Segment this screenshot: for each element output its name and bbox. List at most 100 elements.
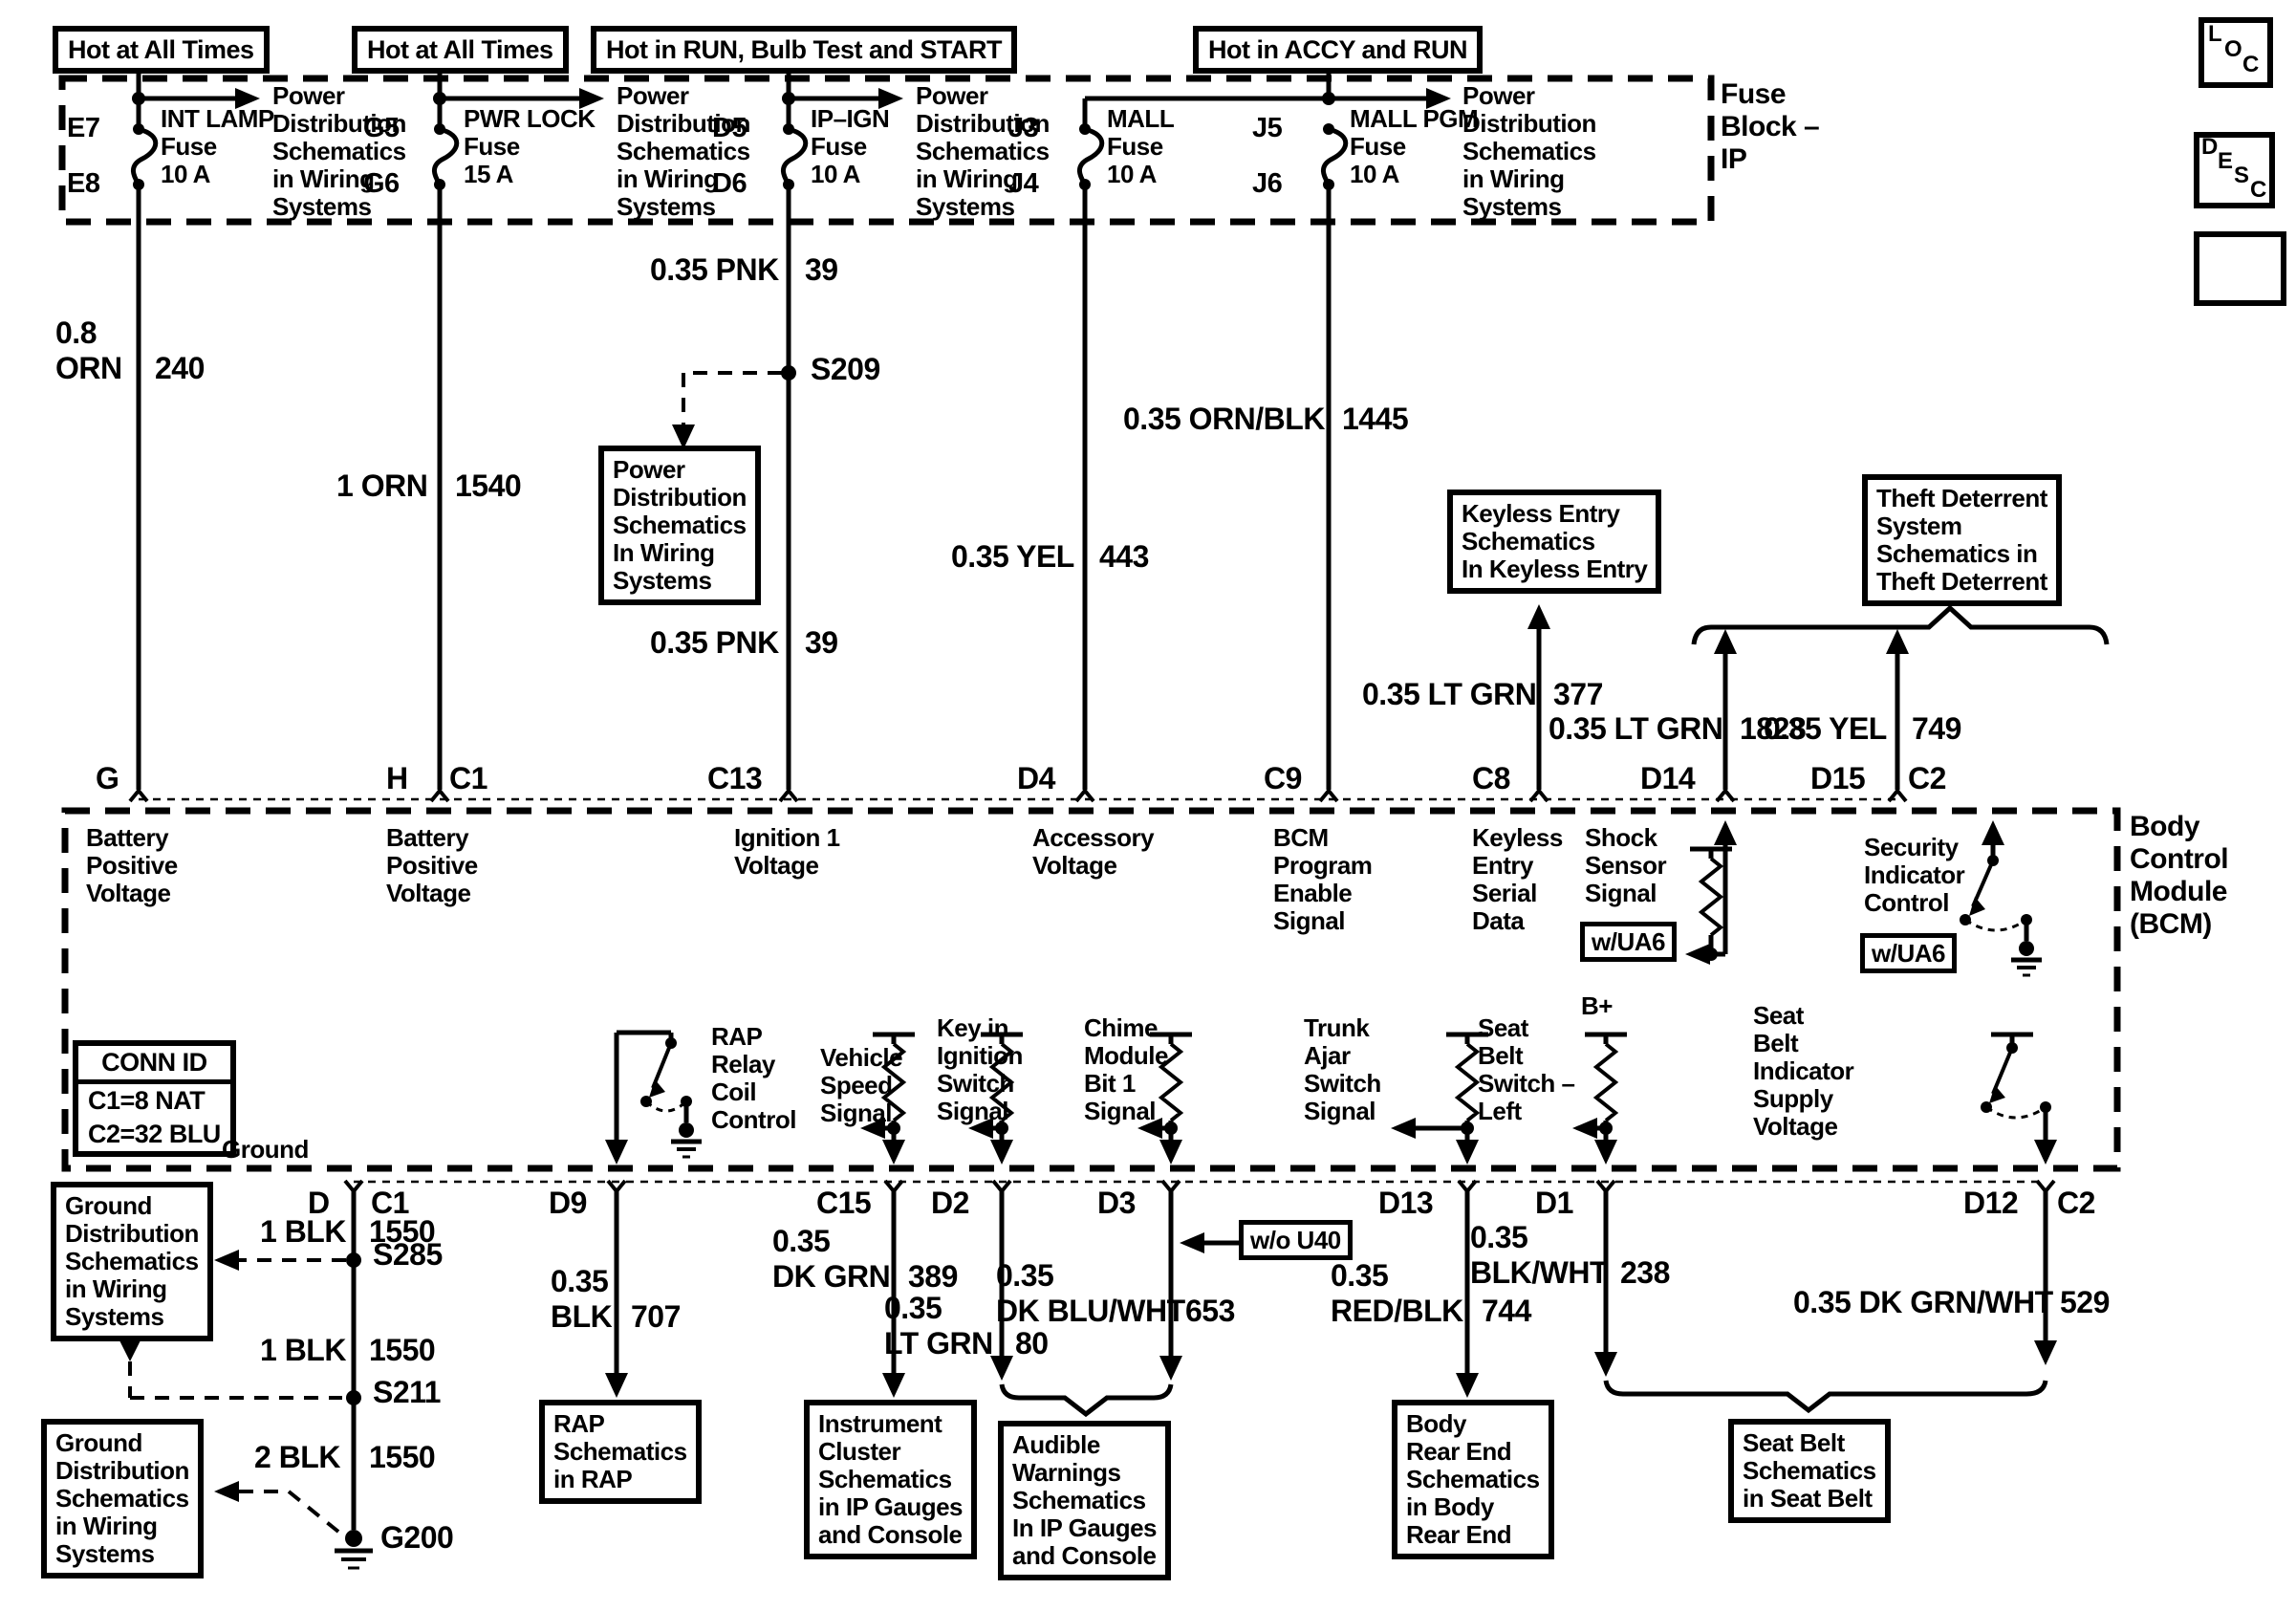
header-hot-at-all-times-2: Hot at All Times [352, 26, 569, 74]
signal-accessory: Accessory Voltage [1032, 823, 1155, 880]
pin-d9: D9 [549, 1186, 587, 1220]
circuit-238: 238 [1620, 1255, 1670, 1290]
loc-icon-letter: C [2242, 52, 2259, 77]
next-page-arrow-icon[interactable] [2194, 231, 2286, 306]
wire-label-pnk-upper: 0.35 PNK [650, 252, 779, 287]
circuit-443: 443 [1099, 539, 1149, 574]
keyless-entry-box: Keyless Entry Schematics In Keyless Entry [1447, 490, 1662, 594]
wire-label-1blk-a: 1 BLK [260, 1214, 346, 1249]
ground-dist-box-1: Ground Distribution Schematics in Wiring Sys… [51, 1182, 213, 1341]
fuse-pin-j3: J3 [1008, 113, 1039, 143]
fuse-pin-e7: E7 [67, 113, 100, 143]
wire-label-ornblk-1445: 0.35 ORN/BLK [1123, 402, 1325, 436]
ground-hatches-small [348, 973, 2030, 1570]
circuit-744: 744 [1482, 1294, 1531, 1328]
fuse-symbols [131, 126, 1349, 186]
ground-dist-box-2: Ground Distribution Schematics in Wiring Sys… [41, 1419, 204, 1578]
wire-label-redblk-744: 0.35 RED/BLK [1331, 1258, 1463, 1328]
loc-icon[interactable] [2199, 17, 2273, 88]
theft-brace [1691, 604, 2110, 645]
ground-hatches [341, 966, 2036, 1561]
power-dist-box: Power Distribution Schematics In Wiring Syst… [598, 446, 761, 605]
signal-ignition: Ignition 1 Voltage [734, 823, 840, 880]
fuse-pin-d6: D6 [712, 168, 747, 199]
audible-warnings-box: Audible Warnings Schematics In IP Gauges and… [998, 1421, 1172, 1580]
fuse-pin-j5: J5 [1252, 113, 1283, 143]
wire-label-blk-707: 0.35 BLK [551, 1264, 613, 1334]
power-dist-ref-4: Power Distribution Schematics in Wiring Syst… [1462, 81, 1596, 221]
wire-label-ltgrn-1828: 0.35 LT GRN [1549, 711, 1723, 746]
desc-icon[interactable] [2194, 132, 2275, 208]
splice-s285: S285 [373, 1237, 443, 1272]
header-hot-in-run: Hot in RUN, Bulb Test and START [591, 26, 1017, 74]
resistor-symbols [880, 857, 1724, 1122]
ground-g200: G200 [380, 1520, 454, 1555]
signal-trunk: Trunk Ajar Switch Signal [1304, 1013, 1381, 1125]
wire-label-1blk-b: 1 BLK [260, 1333, 346, 1367]
pin-c8: C8 [1472, 761, 1510, 795]
signal-chime: Chime Module Bit 1 Signal [1084, 1013, 1169, 1125]
signal-rap-relay: RAP Relay Coil Control [711, 1022, 796, 1134]
fuse-block-border [58, 75, 1715, 226]
fuse-pin-j4: J4 [1008, 168, 1039, 199]
splice-s211: S211 [373, 1375, 441, 1409]
signal-belt-switch: Seat Belt Switch – Left [1478, 1013, 1575, 1125]
pin-c13: C13 [707, 761, 763, 795]
instrument-cluster-box: Instrument Cluster Schematics in IP Gauges a… [804, 1400, 978, 1559]
seat-belt-box: Seat Belt Schematics in Seat Belt [1728, 1419, 1891, 1523]
desc-icon-letter: E [2218, 148, 2233, 174]
conn-id-row: C2=32 BLU [88, 1120, 221, 1148]
loc-icon-letter: O [2224, 36, 2242, 62]
fuse-int-lamp: INT LAMP Fuse 10 A [161, 104, 274, 188]
signal-vehicle-speed: Vehicle Speed Signal [820, 1043, 903, 1127]
header-hot-in-accy: Hot in ACCY and RUN [1193, 26, 1483, 74]
pin-d1: D1 [1535, 1186, 1573, 1220]
fuse-pwr-lock: PWR LOCK Fuse 15 A [464, 104, 596, 188]
pin-d3: D3 [1097, 1186, 1136, 1220]
circuit-39-lower: 39 [805, 625, 838, 660]
circuit-1550-b: 1550 [369, 1333, 436, 1367]
circuit-1828: 1828 [1740, 711, 1807, 746]
desc-icon-letter: C [2250, 177, 2266, 203]
wire-label-orn-240: 0.8 ORN [55, 316, 122, 385]
conn-id-title: CONN ID [78, 1046, 230, 1084]
wire-label-ltgrn-377: 0.35 LT GRN [1362, 677, 1537, 711]
wire-label-dkblu-653: 0.35 DK BLU/WHT [996, 1258, 1185, 1328]
option-ua6-security: w/UA6 [1860, 933, 1957, 973]
signal-program: BCM Program Enable Signal [1273, 823, 1373, 935]
pin-d13: D13 [1378, 1186, 1434, 1220]
pin-g: G [96, 761, 119, 795]
signal-security: Security Indicator Control [1864, 833, 1965, 917]
circuit-1540: 1540 [455, 468, 522, 503]
desc-icon-letter: S [2234, 163, 2249, 188]
conn-id-row: C1=8 NAT [88, 1086, 206, 1115]
power-dist-ref-3: Power Distribution Schematics in Wiring Syst… [916, 81, 1050, 221]
bottom-pin-chevrons [343, 1179, 2056, 1195]
signal-key-ignition: Key in Ignition Switch Signal [937, 1013, 1023, 1125]
wire-label-ltgrn-80: 0.35 LT GRN [884, 1291, 993, 1361]
signal-belt-indicator: Seat Belt Indicator Supply Voltage [1753, 1001, 1854, 1141]
top-pin-chevrons [128, 787, 1908, 803]
circuit-240: 240 [155, 351, 205, 385]
header-hot-at-all-times-1: Hot at All Times [53, 26, 270, 74]
wire-label-dkgrnwht-529: 0.35 DK GRN/WHT [1793, 1285, 2053, 1319]
option-wo-u40: w/o U40 [1239, 1220, 1353, 1260]
circuit-1445: 1445 [1342, 402, 1409, 436]
pin-c2-bottom: C2 [2057, 1186, 2095, 1220]
fuse-block-label: Fuse Block – IP [1721, 78, 1820, 175]
audible-brace [999, 1383, 1174, 1418]
pin-d14: D14 [1640, 761, 1696, 795]
pin-d12: D12 [1963, 1186, 2019, 1220]
pin-c2-top: C2 [1908, 761, 1946, 795]
circuit-377: 377 [1553, 677, 1603, 711]
power-dist-ref-2: Power Distribution Schematics in Wiring Syst… [617, 81, 750, 221]
fuse-mall-pgm: MALL PGM Fuse 10 A [1350, 104, 1479, 188]
fuse-pin-d5: D5 [712, 113, 747, 143]
signal-shock: Shock Sensor Signal [1585, 823, 1667, 907]
signal-battery-1: Battery Positive Voltage [86, 823, 178, 907]
wire-label-blkwht-238: 0.35 BLK/WHT [1470, 1220, 1609, 1290]
fuse-pin-g6: G6 [363, 168, 400, 199]
circuit-39-upper: 39 [805, 252, 838, 287]
wire-paths [136, 67, 2048, 1554]
